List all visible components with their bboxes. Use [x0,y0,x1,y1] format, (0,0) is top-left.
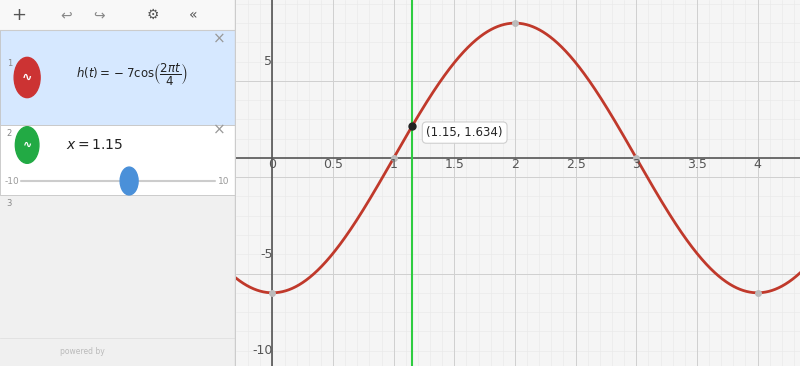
Text: -5: -5 [260,248,272,261]
Text: -10: -10 [252,344,272,357]
Text: 1: 1 [390,158,398,171]
Text: $x = 1.15$: $x = 1.15$ [66,138,123,152]
Text: 3.5: 3.5 [687,158,707,171]
Text: (1.15, 1.634): (1.15, 1.634) [426,126,503,139]
Text: -10: -10 [5,176,19,186]
Text: 2: 2 [511,158,519,171]
Text: $h(t)=-7\cos\!\left(\dfrac{2\pi t}{4}\right)$: $h(t)=-7\cos\!\left(\dfrac{2\pi t}{4}\ri… [76,61,188,87]
Circle shape [15,127,39,163]
Circle shape [14,57,40,98]
Text: ∿: ∿ [22,140,32,150]
Text: ↪: ↪ [94,8,105,22]
FancyBboxPatch shape [0,125,236,195]
Text: 0: 0 [268,158,276,171]
Text: 3: 3 [632,158,640,171]
Text: 2: 2 [7,129,12,138]
Text: 3: 3 [6,199,12,208]
Text: 5: 5 [264,55,272,68]
Text: 2.5: 2.5 [566,158,586,171]
Text: ⚙: ⚙ [147,8,160,22]
Text: ∿: ∿ [22,71,32,84]
Text: +: + [11,6,26,24]
Text: ↩: ↩ [60,8,72,22]
Text: 1: 1 [7,59,12,68]
Text: powered by: powered by [60,347,105,356]
Text: 4: 4 [754,158,762,171]
Text: ×: × [213,123,226,138]
FancyBboxPatch shape [0,0,236,30]
Circle shape [120,167,138,195]
Text: ×: × [213,31,226,46]
Text: 0.5: 0.5 [323,158,343,171]
FancyBboxPatch shape [0,30,236,125]
Text: 1.5: 1.5 [444,158,464,171]
Text: 10: 10 [218,176,230,186]
Text: «: « [190,8,198,22]
